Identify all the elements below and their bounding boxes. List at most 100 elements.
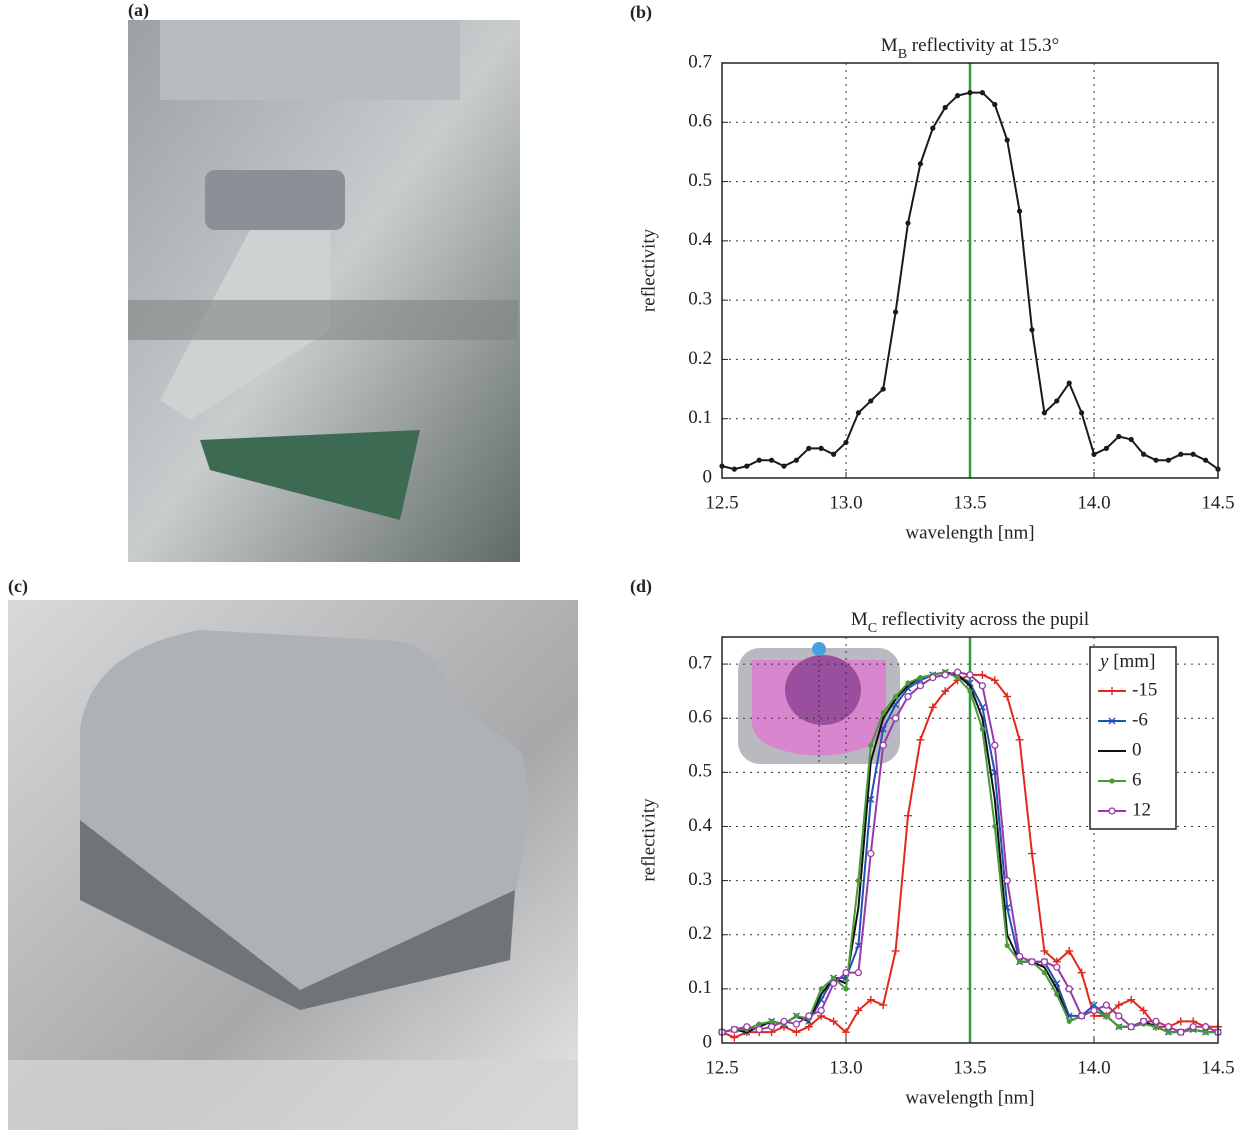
marker [855, 878, 862, 884]
marker [917, 161, 924, 167]
marker [1127, 1023, 1135, 1031]
legend-label: 0 [1132, 739, 1142, 760]
legend-title-part: [mm] [1108, 651, 1155, 672]
y-tick-label: 0.1 [688, 977, 712, 998]
x-tick-label: 12.5 [705, 1057, 738, 1078]
marker [1077, 968, 1086, 977]
marker [928, 703, 937, 712]
marker [1091, 451, 1097, 457]
marker [866, 995, 875, 1004]
marker [806, 445, 812, 451]
marker [1054, 991, 1060, 997]
marker [879, 741, 887, 749]
marker [917, 675, 924, 681]
marker [1139, 1017, 1148, 1025]
title-part: M [851, 609, 868, 630]
y-tick-label: 0.4 [688, 815, 712, 836]
x-tick-label: 13.5 [953, 1057, 986, 1078]
legend-title: y [mm] [1098, 651, 1155, 672]
marker [1004, 942, 1010, 949]
marker [1077, 1012, 1086, 1020]
marker [1090, 1001, 1098, 1009]
y-tick-label: 0.3 [688, 289, 712, 310]
photo-c [8, 600, 578, 1130]
y-tick-label: 0.7 [688, 652, 712, 673]
marker [793, 1013, 800, 1019]
marker [880, 386, 886, 392]
marker [780, 1017, 788, 1025]
chart-title: MB reflectivity at 15.3° [881, 35, 1059, 61]
marker [1065, 946, 1074, 955]
marker [904, 692, 912, 701]
y-tick-label: 0.3 [688, 869, 712, 890]
plot-frame [721, 62, 1219, 479]
marker [967, 90, 973, 96]
y-tick-label: 0.1 [688, 407, 712, 428]
y-tick-label: 0.2 [688, 923, 712, 944]
marker [767, 1023, 776, 1031]
marker [1103, 1013, 1109, 1019]
marker [1053, 963, 1061, 971]
marker [1190, 451, 1196, 457]
y-tick-label: 0.4 [688, 229, 712, 250]
marker [731, 466, 738, 472]
marker [1115, 1012, 1123, 1020]
marker [743, 1023, 751, 1031]
marker [842, 1028, 850, 1037]
marker [1201, 1023, 1210, 1031]
marker [792, 1028, 801, 1037]
marker [930, 125, 936, 131]
marker [756, 457, 762, 463]
y-axis-label: reflectivity [638, 798, 659, 882]
marker [1177, 1028, 1185, 1036]
marker [1066, 380, 1072, 386]
y-tick-label: 0 [703, 1031, 713, 1052]
chart-title: MC reflectivity across the pupil [851, 609, 1089, 635]
marker [756, 1021, 762, 1027]
marker [804, 1022, 813, 1031]
marker [905, 220, 911, 226]
marker [1015, 735, 1024, 744]
marker [793, 457, 800, 463]
photo-a [128, 20, 520, 562]
marker [1017, 959, 1023, 965]
marker [1108, 687, 1116, 695]
marker [953, 668, 962, 676]
x-tick-label: 14.0 [1077, 492, 1110, 513]
x-tick-label: 13.0 [829, 492, 862, 513]
x-tick-label: 14.5 [1201, 492, 1234, 513]
marker [1203, 457, 1209, 463]
marker [979, 726, 986, 732]
marker [843, 986, 849, 992]
panel-label: (c) [8, 576, 28, 597]
marker [1153, 1024, 1159, 1030]
plot-frame [721, 636, 1219, 1044]
y-tick-label: 0.5 [688, 761, 712, 782]
marker [879, 1001, 888, 1010]
marker [966, 671, 974, 679]
marker [868, 398, 874, 404]
marker [991, 741, 999, 749]
marker [1040, 946, 1049, 955]
marker [1178, 451, 1184, 457]
x-axis-label: wavelength [nm] [905, 522, 1034, 543]
marker [1176, 1017, 1185, 1026]
marker [929, 673, 937, 682]
legend-title-part: y [1098, 651, 1109, 672]
x-tick-label: 13.5 [953, 492, 986, 513]
marker [818, 445, 824, 451]
marker [1152, 1017, 1160, 1025]
marker [905, 680, 911, 686]
marker [854, 1006, 863, 1015]
panel-label: (a) [128, 0, 149, 21]
marker [792, 1020, 801, 1028]
marker [904, 811, 912, 820]
marker [1127, 995, 1136, 1004]
marker [730, 1025, 739, 1034]
marker [1108, 717, 1116, 725]
marker [1203, 1029, 1209, 1035]
panel-label: (b) [630, 2, 652, 23]
marker [955, 675, 961, 681]
y-tick-label: 0.7 [688, 51, 712, 72]
y-axis-label: reflectivity [638, 228, 659, 312]
